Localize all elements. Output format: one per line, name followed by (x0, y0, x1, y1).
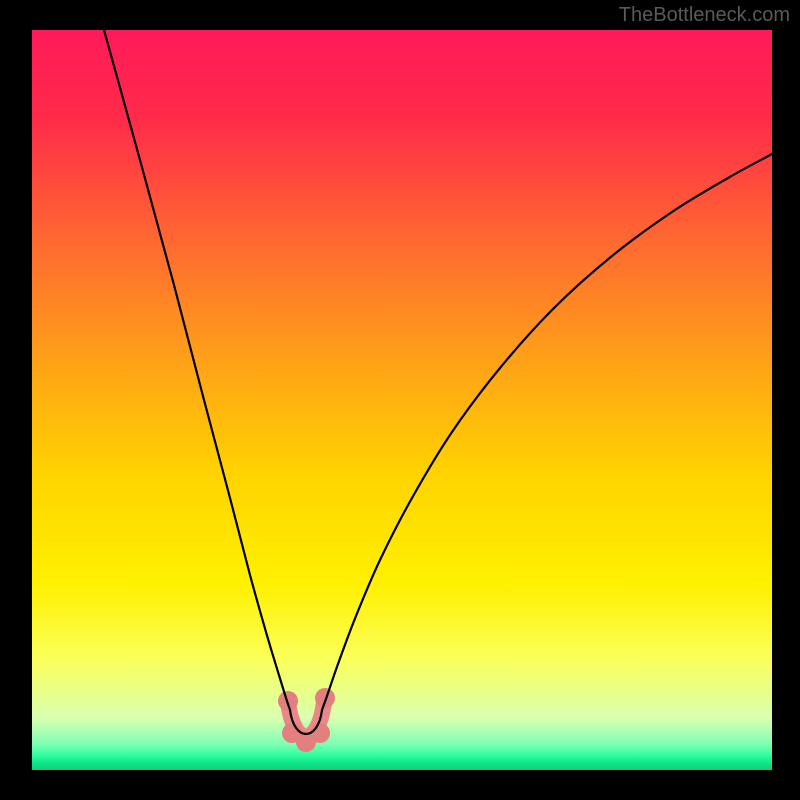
marker-dot (315, 688, 335, 708)
marker-dot (310, 723, 330, 743)
bottleneck-curve (104, 30, 772, 734)
plot-area (32, 30, 772, 770)
watermark-text: TheBottleneck.com (619, 4, 790, 27)
curve-svg (32, 30, 772, 770)
